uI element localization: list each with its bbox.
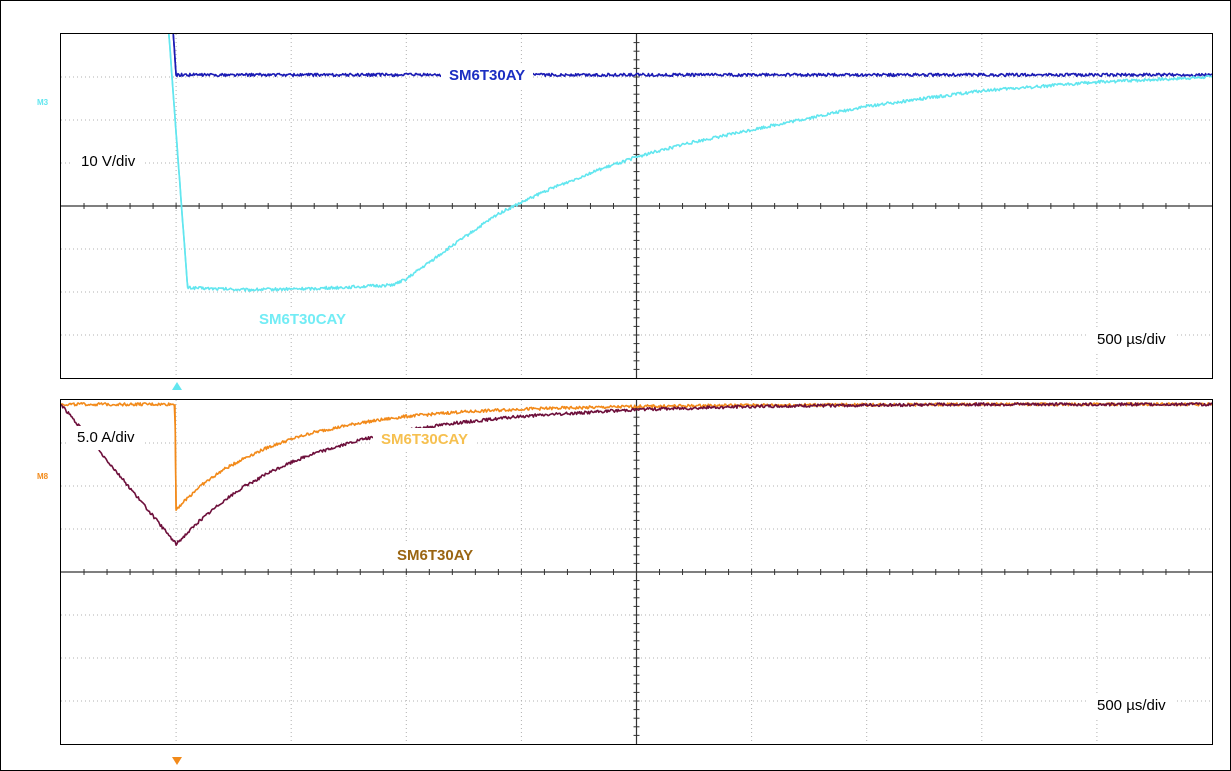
series-label-sm6t30ay-voltage: SM6T30AY bbox=[441, 64, 534, 88]
ref-marker-voltage: M3 bbox=[37, 98, 49, 107]
series-label-sm6t30cay-current: SM6T30CAY bbox=[373, 428, 476, 452]
trace-edge-sm6t30cay bbox=[168, 34, 177, 133]
current-grid bbox=[61, 400, 1212, 744]
voltage-grid bbox=[61, 34, 1212, 378]
trigger-position-icon-voltage bbox=[172, 382, 182, 390]
series-label-sm6t30cay-voltage: SM6T30CAY bbox=[251, 308, 354, 332]
current-scale-label: 5.0 A/div bbox=[69, 426, 143, 450]
current-traces bbox=[61, 401, 1212, 546]
voltage-panel: 10 V/div 500 µs/div SM6T30AY SM6T30CAY bbox=[60, 33, 1213, 379]
current-plot bbox=[61, 400, 1212, 744]
trace-sm6t30ay bbox=[172, 34, 1212, 78]
voltage-plot bbox=[61, 34, 1212, 378]
series-label-sm6t30ay-current: SM6T30AY bbox=[389, 544, 482, 568]
current-time-label: 500 µs/div bbox=[1089, 694, 1174, 718]
voltage-traces bbox=[167, 34, 1212, 292]
trace-sm6t30ay bbox=[61, 401, 1212, 546]
voltage-time-label: 500 µs/div bbox=[1089, 328, 1174, 352]
voltage-scale-label: 10 V/div bbox=[73, 150, 144, 174]
trigger-position-icon-current bbox=[172, 757, 182, 765]
ref-marker-current: M8 bbox=[37, 472, 49, 481]
trace-sm6t30cay bbox=[167, 34, 1212, 292]
current-panel: 5.0 A/div 500 µs/div SM6T30CAY SM6T30AY bbox=[60, 399, 1213, 745]
trace-edge-sm6t30cay bbox=[175, 132, 189, 288]
trace-edge-sm6t30ay bbox=[172, 34, 177, 75]
trace-edge-sm6t30cay bbox=[174, 404, 177, 510]
